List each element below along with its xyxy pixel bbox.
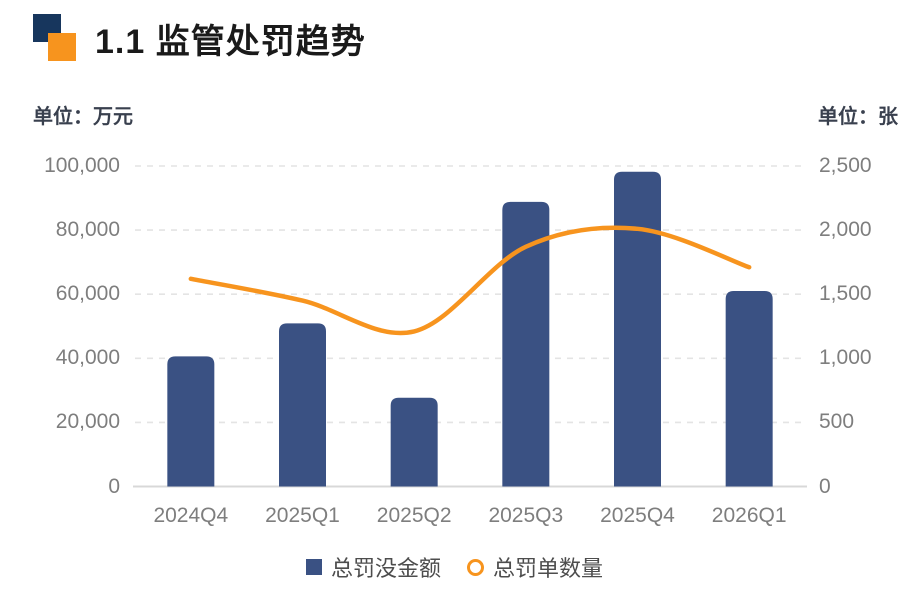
legend-item-amount[interactable]: 总罚没金额 bbox=[305, 551, 441, 583]
bar-2025Q1 bbox=[279, 323, 326, 487]
legend-square-icon bbox=[305, 559, 322, 575]
x-axis-label-2024Q4: 2024Q4 bbox=[153, 504, 229, 527]
right-axis-tick: 1,500 bbox=[819, 282, 872, 306]
chart-title: 1.1 监管处罚趋势 bbox=[95, 23, 366, 61]
left-axis-tick: 0 bbox=[108, 474, 120, 498]
legend-circle-icon bbox=[467, 558, 484, 576]
bar-2026Q1 bbox=[725, 290, 773, 487]
bar-2024Q4 bbox=[167, 356, 215, 487]
left-axis-tick: 80,000 bbox=[55, 218, 120, 242]
x-axis-label-2025Q4: 2025Q4 bbox=[600, 504, 675, 527]
left-axis-unit-label: 单位：万元 bbox=[33, 106, 133, 128]
logo-orange-square-icon bbox=[48, 33, 76, 61]
x-axis-label-2025Q2: 2025Q2 bbox=[376, 504, 452, 527]
right-axis-tick: 2,000 bbox=[819, 218, 872, 242]
penalty-count-line bbox=[188, 225, 752, 336]
left-axis-tick: 20,000 bbox=[55, 410, 120, 434]
x-axis-label-2025Q1: 2025Q1 bbox=[265, 504, 340, 527]
right-axis-tick: 2,500 bbox=[819, 154, 872, 177]
bar-2025Q2 bbox=[390, 397, 438, 487]
legend-item-count[interactable]: 总罚单数量 bbox=[467, 551, 603, 583]
legend-label: 总罚没金额 bbox=[330, 556, 441, 581]
bar-2025Q3 bbox=[502, 201, 550, 487]
chart-legend: 总罚没金额 总罚单数量 bbox=[0, 551, 909, 583]
left-axis-tick: 100,000 bbox=[44, 154, 120, 177]
bar-2025Q4 bbox=[614, 171, 661, 487]
x-axis-label-2026Q1: 2026Q1 bbox=[711, 504, 787, 527]
left-axis-tick: 40,000 bbox=[55, 346, 120, 370]
right-axis-unit-label: 单位：张 bbox=[818, 106, 898, 128]
right-axis-tick: 500 bbox=[819, 410, 855, 434]
left-axis-tick: 60,000 bbox=[55, 282, 120, 306]
legend-label: 总罚单数量 bbox=[493, 556, 604, 581]
right-axis-tick: 0 bbox=[819, 474, 831, 498]
right-axis-tick: 1,000 bbox=[819, 346, 872, 370]
x-axis-label-2025Q3: 2025Q3 bbox=[488, 504, 564, 527]
